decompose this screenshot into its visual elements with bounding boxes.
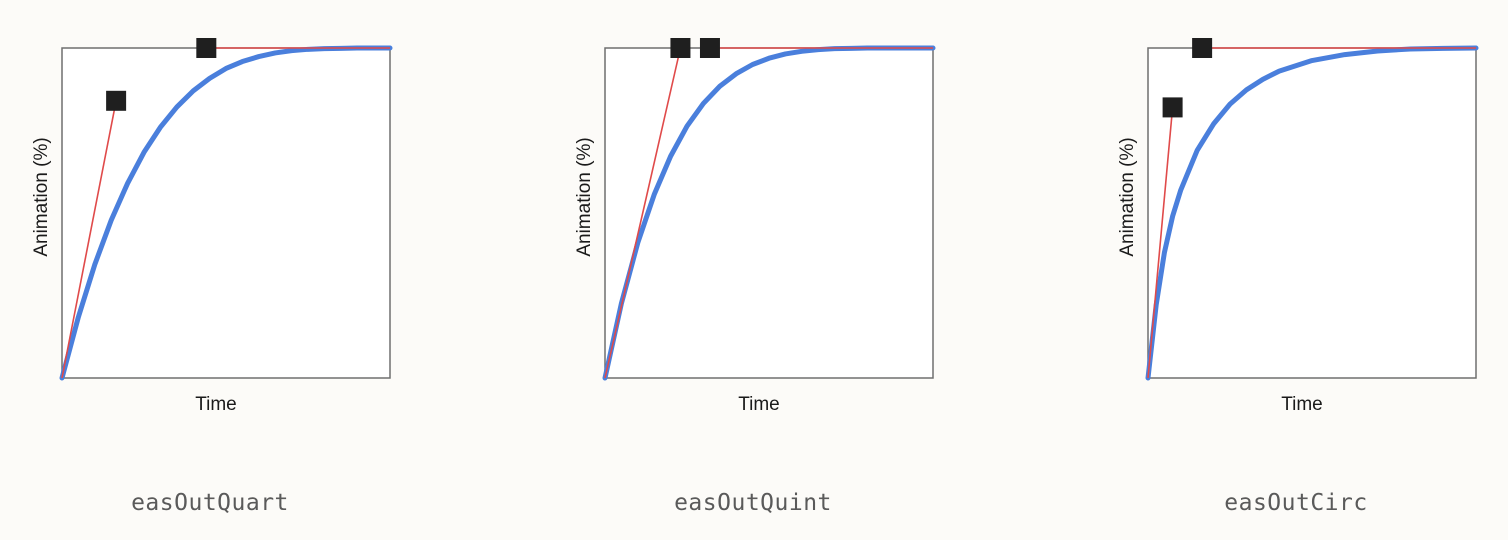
control-point-1 [106,90,127,111]
control-point-1 [1162,97,1183,118]
control-point-1 [670,38,691,58]
chart-title: easOutCirc [1224,490,1368,516]
chart-circ: Animation (%) Time [1117,38,1479,415]
plot-area [1147,47,1477,379]
start-handle-line [61,100,117,379]
chart-title: easOutQuart [131,490,289,516]
start-handle-line [1147,107,1174,379]
chart-title: easOutQuint [674,490,832,516]
x-axis-label: Time [195,394,237,415]
control-point-2 [699,38,720,58]
x-axis-label: Time [738,394,780,415]
plot-area [604,47,934,379]
start-handle-line [604,47,682,379]
chart-panel-quart: Animation (%) Time easOutQuart [0,0,420,540]
chart-panel-quint: Animation (%) Time easOutQuint [543,0,963,540]
chart-quint: Animation (%) Time [574,38,936,415]
chart-panel-circ: Animation (%) Time easOutCirc [1086,0,1506,540]
chart-quart: Animation (%) Time [31,38,393,415]
control-point-2 [196,38,217,58]
y-axis-label: Animation (%) [31,137,52,256]
control-point-2 [1192,38,1213,58]
easing-curve [1145,45,1479,381]
y-axis-label: Animation (%) [1117,137,1138,256]
y-axis-label: Animation (%) [574,137,595,256]
x-axis-label: Time [1281,394,1323,415]
